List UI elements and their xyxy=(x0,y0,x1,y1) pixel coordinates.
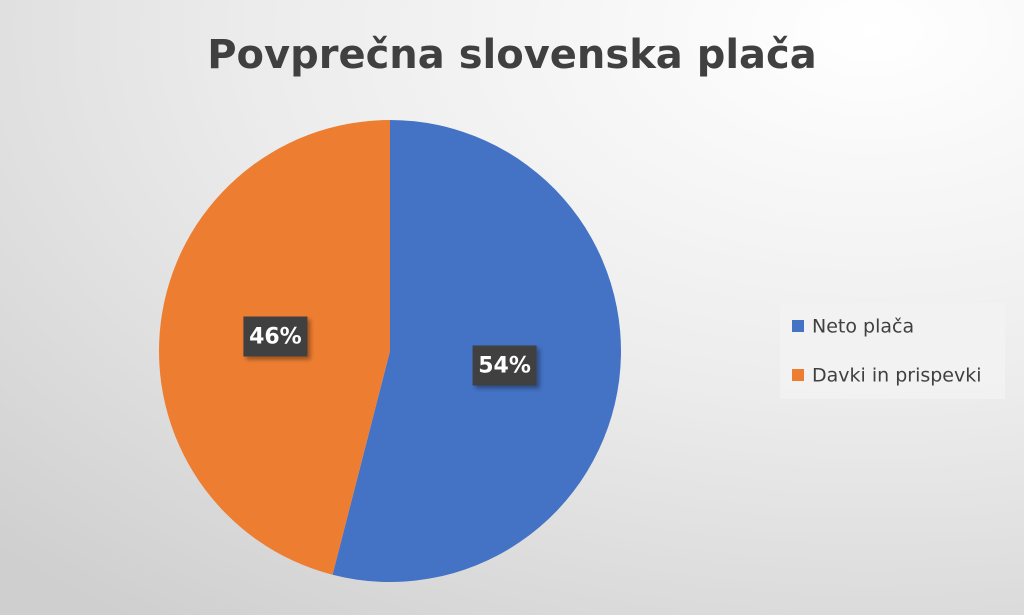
data-label-box xyxy=(243,316,308,357)
legend-swatch xyxy=(792,369,804,381)
legend-label: Neto plača xyxy=(812,316,914,338)
data-label-box xyxy=(472,345,537,386)
legend xyxy=(780,303,1005,399)
chart-title: Povprečna slovenska plača xyxy=(207,32,817,78)
data-label: 54% xyxy=(478,353,531,378)
data-label: 46% xyxy=(249,325,302,350)
legend-label: Davki in prispevki xyxy=(812,365,982,387)
legend-swatch xyxy=(792,320,804,332)
